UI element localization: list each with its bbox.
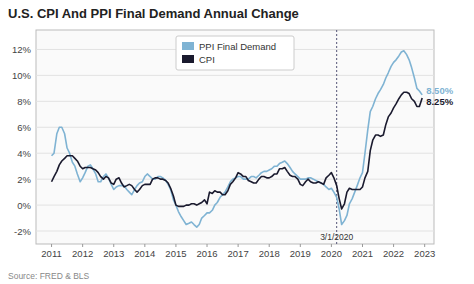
x-tick-label: 2020 — [321, 248, 342, 259]
y-tick-label: 6% — [17, 122, 31, 133]
legend: PPI Final Demand CPI — [176, 36, 294, 70]
x-tick-label: 2017 — [228, 248, 249, 259]
x-tick — [238, 244, 239, 247]
x-tick — [362, 244, 363, 247]
x-tick — [393, 244, 394, 247]
event-line — [336, 30, 337, 244]
grid-line — [36, 153, 434, 154]
x-tick-label: 2011 — [41, 248, 61, 259]
legend-swatch — [182, 42, 194, 50]
x-tick-label: 2016 — [196, 248, 217, 259]
grid-line — [36, 127, 434, 128]
y-tick-label: 4% — [17, 148, 31, 159]
chart: U.S. CPI And PPI Final Demand Annual Cha… — [0, 0, 474, 284]
title: U.S. CPI And PPI Final Demand Annual Cha… — [8, 6, 299, 21]
x-tick — [300, 244, 301, 247]
x-tick-label: 2019 — [290, 248, 311, 259]
x-tick-label: 2012 — [72, 248, 93, 259]
x-tick — [269, 244, 270, 247]
x-tick-label: 2013 — [103, 248, 124, 259]
x-tick — [51, 244, 52, 247]
end-label: 8.50% — [426, 85, 453, 96]
x-tick — [331, 244, 332, 247]
x-tick-label: 2021 — [352, 248, 373, 259]
grid-line — [36, 205, 434, 206]
legend-box — [176, 36, 294, 70]
y-tick-label: 10% — [12, 70, 32, 81]
x-tick — [144, 244, 145, 247]
legend-label: CPI — [199, 54, 215, 65]
y-tick-label: -2% — [14, 226, 31, 237]
x-tick — [82, 244, 83, 247]
plot-area — [36, 30, 434, 244]
x-tick — [207, 244, 208, 247]
source: Source: FRED & BLS — [8, 271, 90, 281]
page: {"chart_data": { "type": "line", "title"… — [0, 0, 474, 284]
legend-swatch — [182, 55, 194, 63]
x-tick — [175, 244, 176, 247]
x-tick — [113, 244, 114, 247]
event-label: 3/1/2020 — [320, 232, 353, 242]
y-tick-label: 8% — [17, 96, 31, 107]
grid-line — [36, 231, 434, 232]
x-tick-label: 2023 — [414, 248, 435, 259]
legend-label: PPI Final Demand — [199, 41, 276, 52]
y-tick-label: 0% — [17, 200, 31, 211]
y-tick-label: 2% — [17, 174, 31, 185]
end-label: 8.25% — [426, 96, 453, 107]
x-tick-label: 2014 — [134, 248, 155, 259]
marks — [52, 30, 423, 244]
x-tick-label: 2015 — [165, 248, 186, 259]
series-line — [52, 51, 423, 227]
y-tick-label: 12% — [12, 44, 32, 55]
grid-line — [36, 75, 434, 76]
series-line — [52, 92, 423, 209]
x-tick-label: 2018 — [259, 248, 280, 259]
x-tick-label: 2022 — [383, 248, 404, 259]
x-tick — [424, 244, 425, 247]
